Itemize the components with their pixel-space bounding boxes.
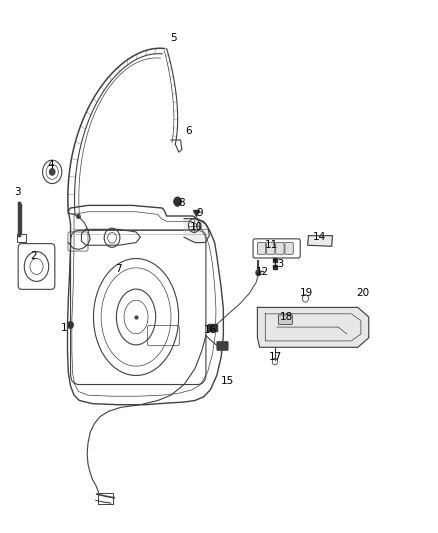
Circle shape (49, 168, 55, 175)
Text: 13: 13 (271, 259, 285, 269)
FancyBboxPatch shape (285, 243, 293, 254)
Circle shape (173, 197, 181, 206)
Text: 6: 6 (185, 126, 192, 136)
Text: 20: 20 (357, 288, 370, 298)
Text: 1: 1 (61, 322, 67, 333)
Polygon shape (208, 324, 217, 332)
Circle shape (67, 321, 74, 329)
FancyBboxPatch shape (217, 342, 228, 351)
Text: 4: 4 (48, 160, 54, 171)
Polygon shape (307, 236, 332, 246)
FancyBboxPatch shape (258, 243, 266, 254)
Text: 3: 3 (14, 187, 21, 197)
Text: 19: 19 (300, 288, 313, 298)
Text: 12: 12 (256, 267, 269, 277)
Text: 2: 2 (30, 251, 37, 261)
Text: 7: 7 (115, 264, 122, 274)
Text: 10: 10 (190, 222, 203, 232)
FancyBboxPatch shape (267, 243, 275, 254)
Text: 5: 5 (170, 33, 177, 43)
Text: 17: 17 (269, 352, 283, 362)
Text: 16: 16 (204, 325, 217, 335)
Text: 8: 8 (179, 198, 185, 208)
FancyBboxPatch shape (276, 243, 284, 254)
Text: 18: 18 (280, 312, 293, 322)
Circle shape (256, 270, 261, 276)
Text: 14: 14 (313, 232, 326, 243)
Polygon shape (258, 308, 369, 348)
FancyBboxPatch shape (279, 315, 292, 325)
Polygon shape (184, 219, 209, 243)
Text: 11: 11 (265, 240, 278, 250)
Text: 15: 15 (221, 376, 234, 386)
Text: 9: 9 (196, 208, 203, 219)
